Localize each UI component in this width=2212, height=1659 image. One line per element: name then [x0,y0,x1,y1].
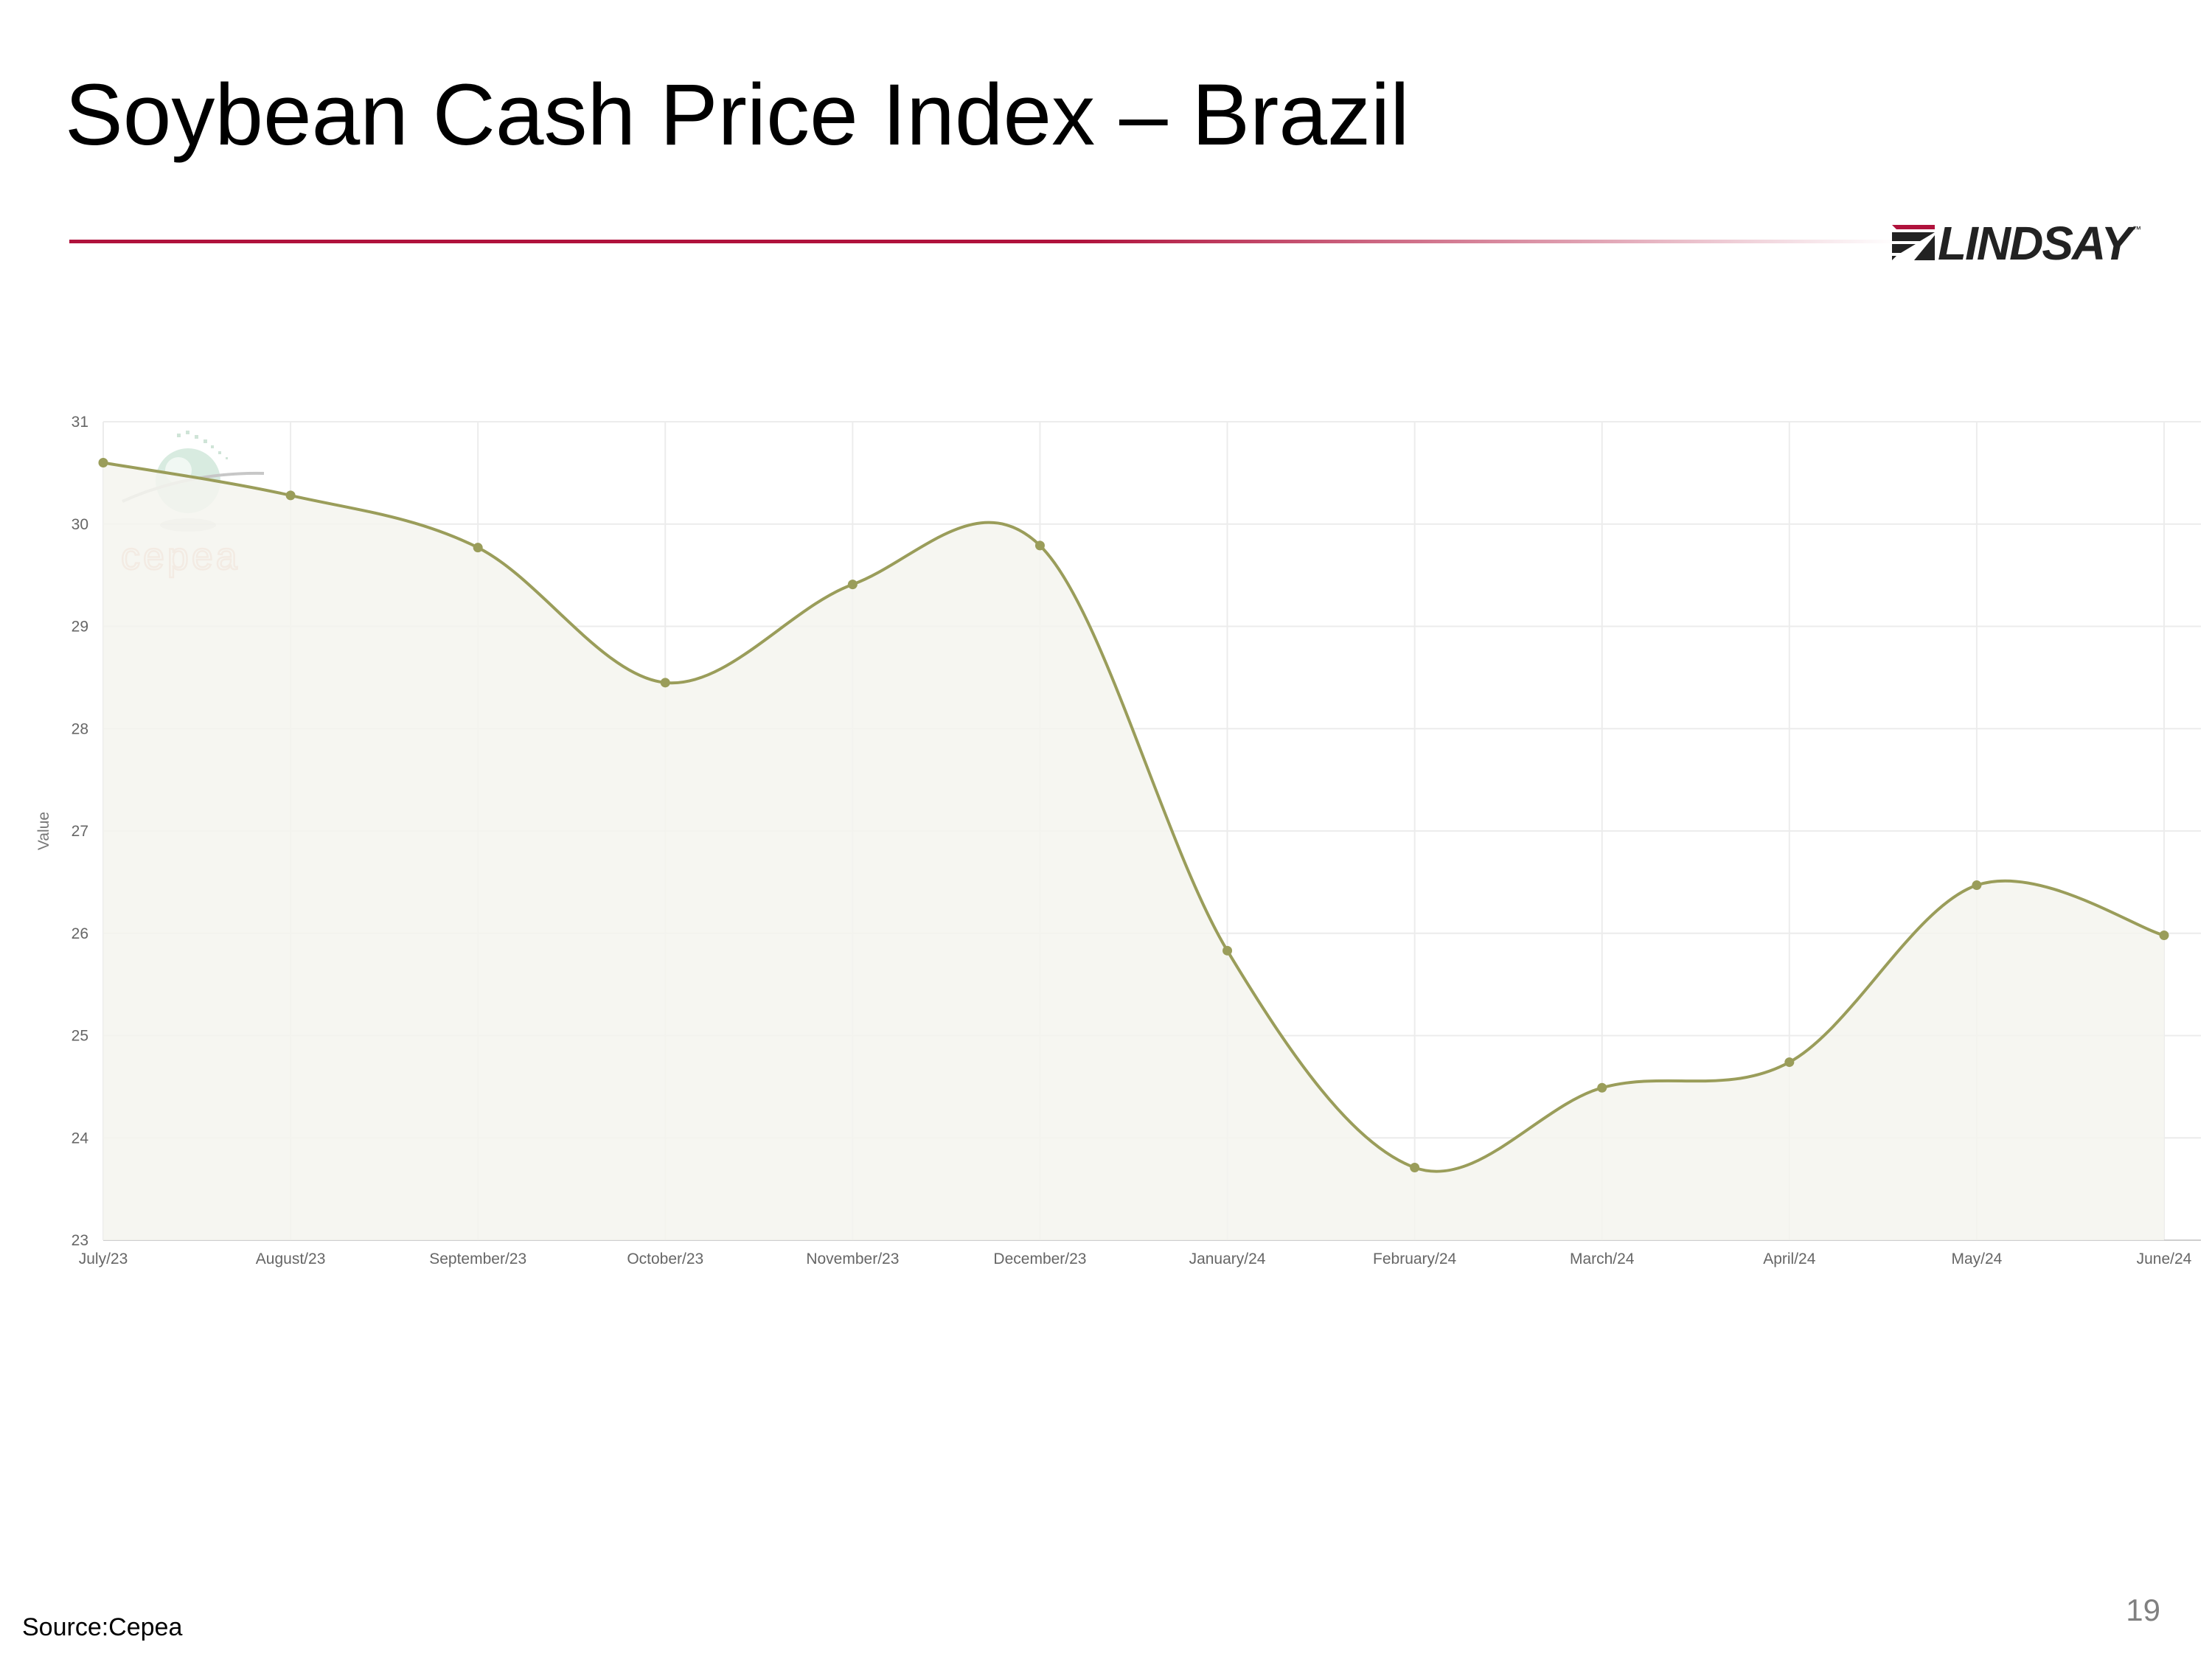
y-tick-label: 23 [72,1232,88,1249]
page-number: 19 [2126,1593,2160,1627]
x-tick-label: December/23 [993,1251,1086,1267]
x-tick-label: November/23 [806,1251,899,1267]
chart-container: cepea July/23August/23September/23Octobe… [0,398,2212,1298]
data-point-4 [660,678,670,688]
data-point-5 [847,580,858,590]
price-area-chart: cepea July/23August/23September/23Octobe… [35,414,2201,1267]
x-tick-label: June/24 [2137,1251,2192,1267]
data-point-1 [98,458,108,467]
series-area-fill [103,462,2164,1240]
lindsay-stripes-icon [1892,225,1935,260]
data-point-6 [1034,540,1045,551]
lindsay-logo: LINDSAY ™ [1892,217,2142,270]
data-point-8 [1410,1162,1420,1172]
source-note: Source:Cepea [22,1613,183,1641]
y-tick-label: 29 [72,619,88,636]
y-tick-label: 25 [72,1028,88,1045]
data-point-10 [1784,1057,1795,1068]
x-tick-label: August/23 [256,1251,326,1267]
x-tick-label: July/23 [79,1251,128,1267]
data-point-12 [2159,931,2169,941]
y-tick-label: 27 [72,823,88,840]
title-divider [69,240,1898,243]
logo-text: LINDSAY [1938,217,2132,270]
y-tick-label: 24 [72,1130,89,1147]
y-tick-label: 26 [72,925,88,942]
x-tick-label: April/24 [1763,1251,1816,1267]
y-tick-label: 30 [72,516,88,533]
x-tick-label: January/24 [1189,1251,1266,1267]
slide-title: Soybean Cash Price Index – Brazil [65,66,1410,164]
data-point-11 [1972,880,1982,891]
data-point-3 [473,543,483,553]
y-tick-label: 31 [72,414,88,431]
y-tick-label: 28 [72,720,88,737]
data-point-9 [1597,1082,1607,1093]
y-axis-title: Value [35,812,52,850]
x-tick-label: September/23 [429,1251,526,1267]
data-point-7 [1222,945,1233,956]
x-tick-label: March/24 [1570,1251,1635,1267]
logo-trademark: ™ [2132,224,2142,234]
x-tick-label: May/24 [1951,1251,2002,1267]
x-tick-label: February/24 [1373,1251,1457,1267]
data-point-2 [285,490,296,501]
x-tick-label: October/23 [627,1251,703,1267]
